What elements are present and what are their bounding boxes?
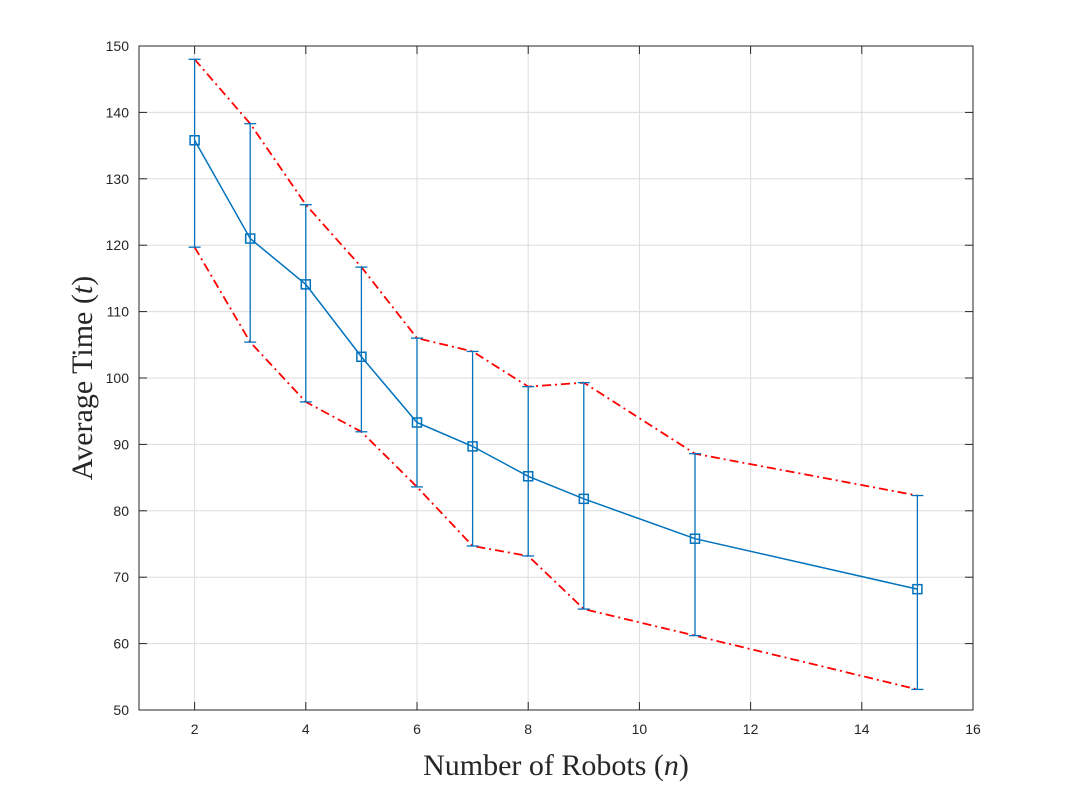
- data-point-square: [244, 233, 256, 244]
- y-tick-label: 60: [113, 636, 129, 652]
- data-point-square: [689, 533, 701, 544]
- y-tick-label: 110: [107, 304, 130, 320]
- data-point-square: [467, 441, 478, 452]
- mean-line: [193, 139, 918, 590]
- x-axis-title-text: Number of Robots: [423, 749, 646, 782]
- x-tick-label: 2: [191, 721, 199, 737]
- y-tick-label: 130: [106, 171, 130, 187]
- data-markers: [189, 135, 923, 595]
- y-tick-label: 70: [113, 569, 129, 585]
- data-point-square: [189, 135, 200, 146]
- y-axis-title: Average Time (t): [66, 276, 99, 480]
- data-point-square: [300, 279, 312, 290]
- y-tick-label: 150: [106, 38, 130, 54]
- x-tick-label: 10: [632, 721, 648, 737]
- x-axis-ticks: 2 4 6 8 10 12 14 16: [191, 46, 981, 737]
- x-axis-title-var: n: [664, 749, 679, 782]
- data-point-square: [912, 583, 923, 595]
- x-axis-title: Number of Robots (n): [423, 749, 689, 782]
- y-tick-label: 80: [113, 503, 129, 519]
- data-point-square: [356, 351, 367, 363]
- x-tick-label: 8: [524, 721, 532, 737]
- y-tick-label: 140: [106, 104, 130, 120]
- bound-lines: [193, 58, 918, 691]
- mean-series-line: [193, 139, 918, 590]
- y-tick-label: 120: [106, 237, 130, 253]
- x-tick-label: 16: [965, 721, 981, 737]
- x-tick-label: 6: [413, 721, 421, 737]
- x-tick-label: 14: [854, 721, 870, 737]
- y-axis-ticks: 50 60 70 80 90 100 110 120 130 140 150: [106, 38, 973, 718]
- data-point-square: [522, 471, 534, 482]
- y-axis-title-text: Average Time: [66, 312, 99, 481]
- x-tick-label: 12: [743, 721, 759, 737]
- upper-bound-line: [193, 58, 918, 497]
- y-tick-label: 50: [113, 702, 129, 718]
- data-point-square: [411, 417, 423, 428]
- y-axis-title-var: t: [66, 285, 99, 294]
- data-point-square: [578, 493, 590, 505]
- y-tick-label: 100: [106, 370, 130, 386]
- x-tick-label: 4: [302, 721, 310, 737]
- y-tick-label: 90: [113, 436, 129, 452]
